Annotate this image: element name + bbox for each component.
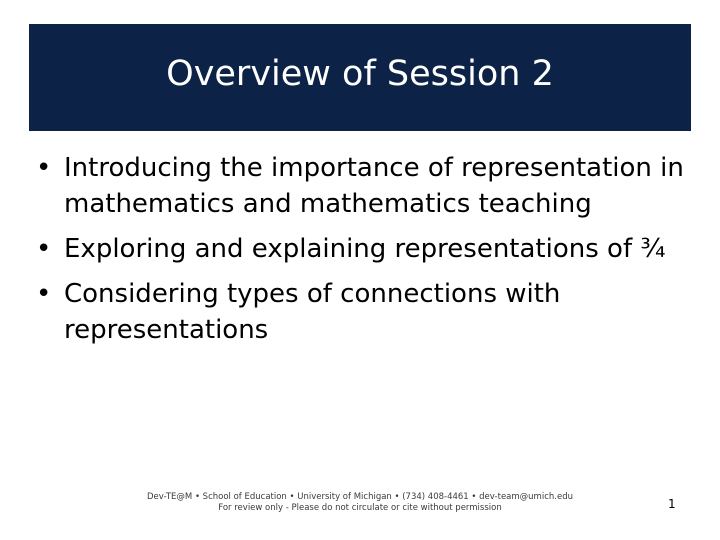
bullet-list: • Introducing the importance of represen… xyxy=(36,150,688,357)
bullet-icon: • xyxy=(36,234,52,264)
bullet-icon: • xyxy=(36,279,52,309)
title-banner: Overview of Session 2 xyxy=(29,24,691,131)
footer-contact-line: Dev-TE@M • School of Education • Univers… xyxy=(147,492,573,502)
bullet-text: Introducing the importance of representa… xyxy=(64,153,684,219)
footer-disclaimer-line: For review only - Please do not circulat… xyxy=(218,503,502,513)
bullet-item: • Exploring and explaining representatio… xyxy=(36,231,688,267)
bullet-icon: • xyxy=(36,153,52,183)
bullet-text: Considering types of connections with re… xyxy=(64,279,561,345)
bullet-text: Exploring and explaining representations… xyxy=(64,234,666,264)
footer: Dev-TE@M • School of Education • Univers… xyxy=(0,492,720,514)
page-number: 1 xyxy=(668,497,676,511)
bullet-item: • Introducing the importance of represen… xyxy=(36,150,688,222)
bullet-item: • Considering types of connections with … xyxy=(36,276,688,348)
slide-title: Overview of Session 2 xyxy=(166,53,554,94)
